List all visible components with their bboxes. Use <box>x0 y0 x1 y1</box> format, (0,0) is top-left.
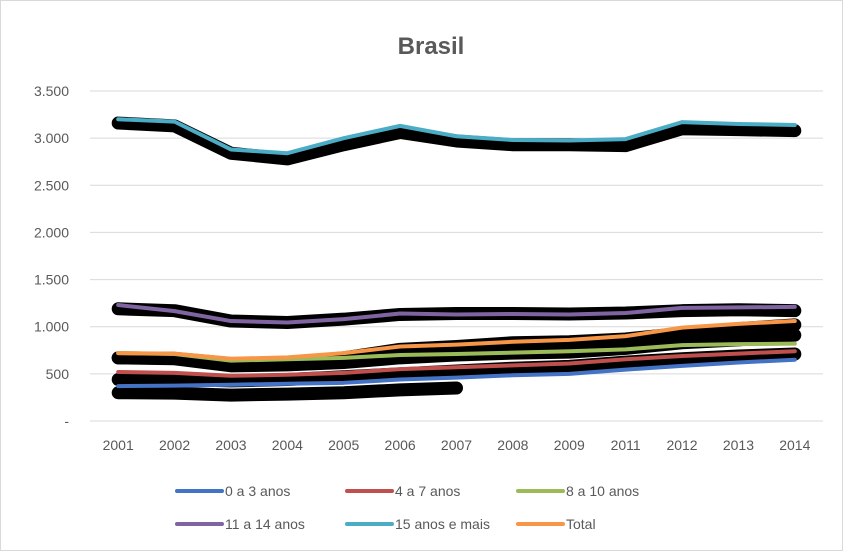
legend-label: 8 a 10 anos <box>566 483 639 499</box>
y-tick-label: 3.000 <box>34 130 69 146</box>
y-tick-label: 3.500 <box>34 83 69 99</box>
y-tick-label: 2.500 <box>34 177 69 193</box>
y-axis-ticks: - 500 1.000 1.500 2.000 2.500 3.000 3.500 <box>34 83 69 429</box>
shadow-line <box>111 347 802 388</box>
shadow-line <box>111 116 802 166</box>
x-tick-label: 2004 <box>272 437 303 453</box>
x-axis-ticks: 2001 2002 2003 2004 2005 2006 2007 2008 2009 2011… <box>103 437 811 453</box>
x-tick-label: 2007 <box>441 437 472 453</box>
legend-label: Total <box>566 516 596 532</box>
series-line <box>116 357 797 389</box>
series-line <box>116 117 797 156</box>
x-tick-label: 2009 <box>554 437 585 453</box>
chart-title: Brasil <box>398 33 465 60</box>
legend-label: 0 a 3 anos <box>225 483 290 499</box>
y-tick-label: 500 <box>46 366 70 382</box>
x-tick-label: 2002 <box>159 437 190 453</box>
x-tick-label: 2006 <box>385 437 416 453</box>
x-tick-label: 2012 <box>666 437 697 453</box>
y-tick-label: - <box>64 413 69 429</box>
series-line <box>116 319 797 361</box>
legend-label: 11 a 14 anos <box>225 516 305 532</box>
legend-label: 4 a 7 anos <box>395 483 460 499</box>
x-tick-label: 2003 <box>215 437 246 453</box>
series-lines <box>116 117 797 389</box>
legend: 0 a 3 anos 4 a 7 anos 8 a 10 anos 11 a 14 a… <box>175 483 639 532</box>
x-tick-label: 2008 <box>497 437 528 453</box>
x-tick-label: 2013 <box>723 437 754 453</box>
x-tick-label: 2001 <box>103 437 134 453</box>
y-tick-label: 1.000 <box>34 319 69 335</box>
x-tick-label: 2011 <box>611 437 641 453</box>
shadow-line <box>111 381 463 402</box>
x-tick-label: 2014 <box>779 437 810 453</box>
legend-label: 15 anos e mais <box>395 516 490 532</box>
y-tick-label: 2.000 <box>34 224 69 240</box>
series-line <box>116 303 797 325</box>
x-tick-label: 2005 <box>328 437 359 453</box>
series-line <box>116 349 797 378</box>
y-tick-label: 1.500 <box>34 272 69 288</box>
